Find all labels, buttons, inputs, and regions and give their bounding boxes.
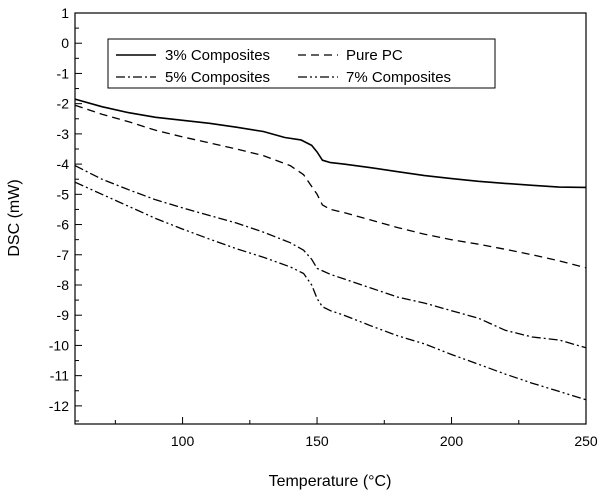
series-line-pure-pc bbox=[74, 104, 587, 269]
x-axis-title-unit: °C bbox=[368, 473, 386, 490]
x-tick-label: 100 bbox=[171, 433, 195, 449]
x-tick-label: 200 bbox=[440, 433, 464, 449]
legend-label-pure-pc: Pure PC bbox=[346, 47, 403, 64]
x-axis-title: Temperature (°C) bbox=[269, 473, 392, 490]
y-tick-label: 1 bbox=[61, 5, 69, 21]
y-tick-label: -7 bbox=[57, 247, 70, 263]
axis-ticks bbox=[75, 12, 587, 424]
x-axis-title-suffix: ) bbox=[386, 473, 391, 490]
y-tick-label: -8 bbox=[57, 277, 70, 293]
series-line-3-composites bbox=[74, 98, 587, 189]
x-tick-label: 150 bbox=[305, 433, 329, 449]
series-line-7-composites bbox=[74, 181, 587, 401]
legend-label-5pct: 5% Composites bbox=[165, 69, 270, 86]
y-tick-label: -2 bbox=[57, 96, 70, 112]
y-tick-label: -3 bbox=[57, 126, 70, 142]
y-tick-label: -9 bbox=[57, 307, 70, 323]
legend-box bbox=[107, 38, 496, 89]
y-tick-label: -6 bbox=[57, 217, 70, 233]
y-tick-label: -11 bbox=[50, 368, 69, 384]
axis-tick-labels: 100 150 200 250 1 0 -1 -2 -3 -4 -5 -6 -7 -8 -9 -10 -11 -1… bbox=[49, 5, 598, 449]
plot-frame bbox=[74, 12, 587, 425]
legend: 3% Composites Pure PC 5% Composites 7% C… bbox=[107, 38, 496, 89]
curves-layer bbox=[74, 98, 587, 401]
y-tick-label: 0 bbox=[61, 35, 69, 51]
legend-label-7pct: 7% Composites bbox=[346, 69, 451, 86]
y-tick-label: -5 bbox=[57, 186, 70, 202]
x-axis-title-prefix: Temperature ( bbox=[269, 473, 369, 490]
y-tick-label: -1 bbox=[57, 65, 70, 81]
legend-label-3pct: 3% Composites bbox=[165, 47, 270, 64]
y-tick-label: -10 bbox=[49, 337, 69, 353]
y-tick-label: -4 bbox=[57, 156, 70, 172]
y-tick-label: -12 bbox=[49, 398, 69, 414]
x-tick-label: 250 bbox=[574, 433, 598, 449]
y-axis-title: DSC (mW) bbox=[6, 179, 23, 256]
series-line-5-composites bbox=[74, 165, 587, 349]
